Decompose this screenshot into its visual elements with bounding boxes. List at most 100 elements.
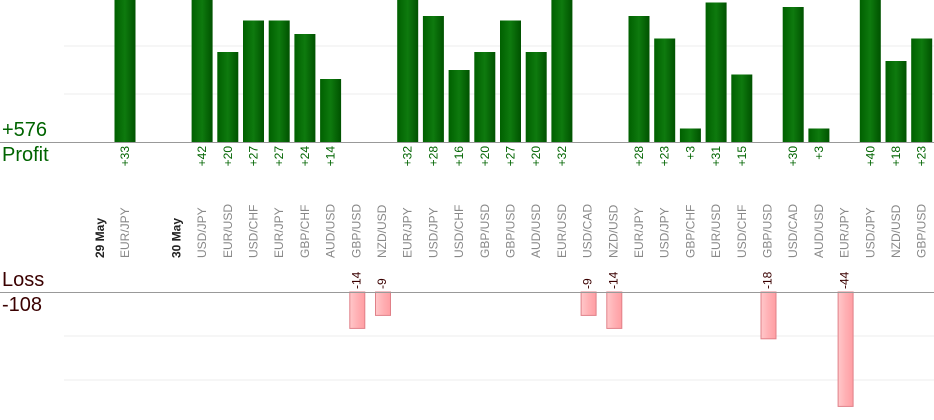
profit-value-label: +20 (221, 146, 235, 167)
profit-value-label: +28 (426, 146, 440, 167)
profit-bar (551, 0, 573, 142)
profit-value-label: +24 (298, 146, 312, 167)
category-label: USD/CHF (247, 205, 261, 258)
loss-value-label: -9 (375, 278, 389, 289)
bars (114, 0, 933, 407)
category-label: EUR/USD (555, 204, 569, 258)
profit-bar (191, 0, 213, 142)
profit-value-label: +27 (504, 146, 518, 167)
profit-value-label: +31 (709, 146, 723, 167)
loss-bar (837, 291, 854, 407)
category-label: USD/CHF (452, 205, 466, 258)
profit-bar (525, 52, 547, 142)
category-label: EUR/JPY (401, 207, 415, 258)
category-label: EUR/USD (709, 204, 723, 258)
profit-bar (859, 0, 881, 142)
profit-value-label: +15 (735, 146, 749, 167)
category-label: GBP/CHF (298, 205, 312, 258)
loss-bar (580, 291, 597, 316)
loss-label: Loss (2, 269, 45, 291)
category-label: USD/CAD (786, 204, 800, 258)
profit-value-label: +23 (658, 146, 672, 167)
loss-bar (375, 291, 391, 316)
profit-value-label: +3 (812, 146, 826, 160)
profit-value-label: +27 (272, 146, 286, 167)
profit-bar (679, 128, 701, 142)
category-label: NZD/USD (375, 204, 389, 258)
profit-bar (782, 7, 804, 142)
profit-label: Profit (2, 144, 49, 166)
profit-bar (808, 128, 830, 142)
profit-value-label: +33 (118, 146, 132, 167)
profit-bar (268, 20, 290, 142)
profit-bar (448, 70, 470, 142)
category-label: GBP/USD (761, 204, 775, 258)
profit-value-label: +23 (915, 146, 929, 167)
loss-value-label: -9 (581, 278, 595, 289)
loss-value-label: -44 (838, 271, 852, 289)
profit-bar (320, 79, 342, 142)
profit-bar (114, 0, 136, 142)
profit-value-label: +32 (401, 146, 415, 167)
category-label: EUR/JPY (632, 207, 646, 258)
axes (0, 142, 934, 293)
profit-bar (911, 38, 933, 142)
loss-bar (760, 291, 777, 340)
chart-labels: 29 May EUR/JPY +33 30 May USD/JPY +42 EUR/USD +… (93, 146, 929, 289)
profit-total: +576 (2, 119, 48, 141)
category-label: GBP/USD (478, 204, 492, 258)
category-label: GBP/CHF (683, 205, 697, 258)
profit-value-label: +18 (889, 146, 903, 167)
profit-bar (397, 0, 419, 142)
category-label: USD/JPY (863, 207, 877, 258)
date-label: 30 May (169, 218, 183, 258)
profit-bar (217, 52, 239, 142)
category-label: USD/CAD (581, 204, 595, 258)
category-label: NZD/USD (889, 204, 903, 258)
profit-value-label: +16 (452, 146, 466, 167)
category-label: EUR/JPY (838, 207, 852, 258)
category-label: EUR/JPY (118, 207, 132, 258)
category-label: USD/JPY (426, 207, 440, 258)
profit-bar (705, 2, 727, 142)
category-label: USD/CHF (735, 205, 749, 258)
category-label: EUR/USD (221, 204, 235, 258)
loss-value-label: -14 (349, 271, 363, 289)
profit-bar (500, 20, 521, 142)
loss-value-label: -18 (761, 271, 775, 289)
category-label: USD/JPY (195, 207, 209, 258)
profit-bar (294, 34, 316, 142)
profit-value-label: +20 (478, 146, 492, 167)
profit-bar (654, 38, 676, 142)
category-label: AUD/USD (812, 204, 826, 258)
profit-bar (731, 74, 753, 142)
category-label: GBP/USD (349, 204, 363, 258)
category-label: EUR/JPY (272, 207, 286, 258)
loss-bar (349, 291, 366, 329)
profit-bar (474, 52, 496, 142)
profit-value-label: +32 (555, 146, 569, 167)
profit-value-label: +3 (683, 146, 697, 160)
category-label: USD/JPY (658, 207, 672, 258)
loss-value-label: -14 (606, 271, 620, 289)
loss-total: -108 (2, 294, 43, 316)
profit-bar (422, 16, 444, 142)
profit-value-label: +27 (247, 146, 261, 167)
category-label: AUD/USD (324, 204, 338, 258)
date-label: 29 May (93, 218, 107, 258)
loss-bar (606, 291, 623, 329)
profit-value-label: +40 (863, 146, 877, 167)
profit-bar (885, 61, 907, 142)
profit-value-label: +28 (632, 146, 646, 167)
profit-value-label: +14 (324, 146, 338, 167)
profit-value-label: +20 (529, 146, 543, 167)
profit-value-label: +42 (195, 146, 209, 167)
category-label: NZD/USD (606, 204, 620, 258)
category-label: AUD/USD (529, 204, 543, 258)
category-label: GBP/USD (915, 204, 929, 258)
profit-value-label: +30 (786, 146, 800, 167)
profit-bar (243, 20, 264, 142)
profit-bar (628, 16, 650, 142)
category-label: GBP/USD (504, 204, 518, 258)
